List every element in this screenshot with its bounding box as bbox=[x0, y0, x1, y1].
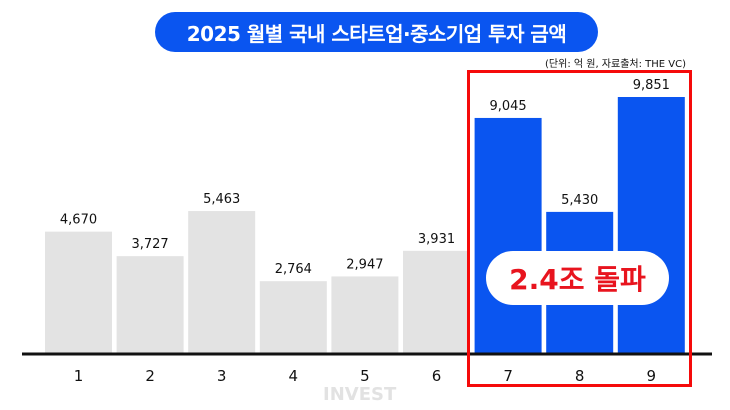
bar-2 bbox=[116, 256, 184, 353]
bar-9 bbox=[617, 97, 685, 353]
x-tick-label: 7 bbox=[503, 367, 513, 385]
watermark-logo: INVEST bbox=[323, 384, 397, 405]
data-label: 3,727 bbox=[131, 237, 168, 252]
annotation-badge: 2.4조 돌파 bbox=[486, 251, 669, 305]
data-label: 9,045 bbox=[489, 99, 526, 114]
bar-4 bbox=[259, 281, 327, 353]
x-tick-label: 3 bbox=[217, 367, 227, 385]
data-label: 2,947 bbox=[346, 257, 383, 272]
data-label: 5,430 bbox=[561, 193, 598, 208]
x-tick-label: 8 bbox=[575, 367, 585, 385]
chart-title: 2025 월별 국내 스타트업·중소기업 투자 금액 bbox=[155, 12, 598, 52]
x-tick-label: 2 bbox=[145, 367, 155, 385]
data-label: 2,764 bbox=[275, 262, 312, 277]
x-tick-label: 5 bbox=[360, 367, 370, 385]
bar-1 bbox=[45, 231, 112, 353]
x-tick-label: 1 bbox=[74, 367, 84, 385]
x-tick-label: 9 bbox=[647, 367, 657, 385]
data-label: 9,851 bbox=[633, 78, 670, 93]
data-label: 5,463 bbox=[203, 192, 240, 207]
x-tick-label: 4 bbox=[289, 367, 299, 385]
bar-7 bbox=[474, 117, 542, 353]
data-label: 3,931 bbox=[418, 232, 455, 247]
bar-6 bbox=[403, 250, 470, 353]
unit-source-note: (단위: 억 원, 자료출처: THE VC) bbox=[545, 59, 686, 70]
highlight-box bbox=[467, 70, 692, 387]
bar-5 bbox=[331, 276, 399, 353]
bar-3 bbox=[188, 211, 256, 353]
x-tick-label: 6 bbox=[432, 367, 442, 385]
data-label: 4,670 bbox=[60, 213, 97, 228]
